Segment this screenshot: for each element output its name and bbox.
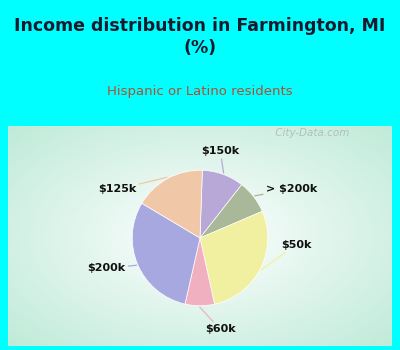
Text: City-Data.com: City-Data.com <box>272 128 349 138</box>
Text: Hispanic or Latino residents: Hispanic or Latino residents <box>107 84 293 98</box>
Wedge shape <box>132 203 200 304</box>
Text: $200k: $200k <box>88 264 136 273</box>
Wedge shape <box>185 238 214 306</box>
Text: $60k: $60k <box>200 307 236 335</box>
Wedge shape <box>142 170 202 238</box>
Text: Income distribution in Farmington, MI
(%): Income distribution in Farmington, MI (%… <box>14 17 386 57</box>
Text: $150k: $150k <box>201 146 239 173</box>
Wedge shape <box>200 184 262 238</box>
Text: $125k: $125k <box>98 177 167 194</box>
Wedge shape <box>200 211 268 304</box>
Text: > $200k: > $200k <box>255 184 317 196</box>
Wedge shape <box>200 170 242 238</box>
Text: $50k: $50k <box>262 240 311 270</box>
